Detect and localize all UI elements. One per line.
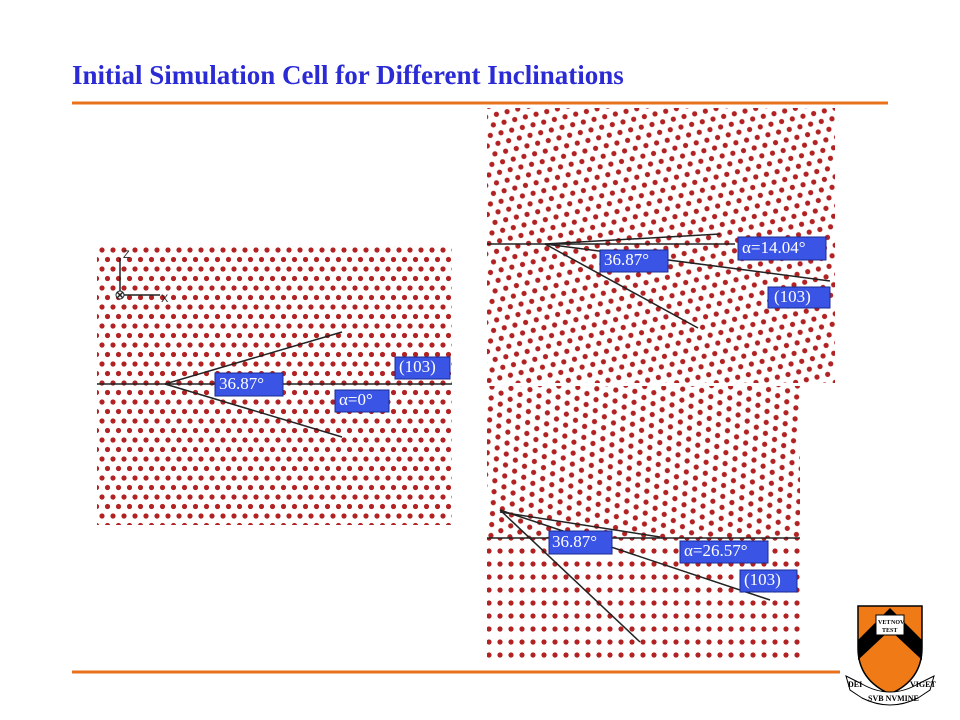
- slide-title: Initial Simulation Cell for Different In…: [72, 60, 624, 90]
- motto: SVB NVMINE: [868, 694, 919, 703]
- alpha-label: α=0°: [339, 390, 373, 409]
- motto: DEI: [848, 680, 862, 689]
- logo-text: VET: [878, 620, 890, 626]
- angle-label: 36.87°: [604, 250, 649, 269]
- axis-label: X: [161, 293, 169, 305]
- angle-label: 36.87°: [219, 374, 264, 393]
- logo-text: TEST: [882, 628, 897, 634]
- logo-text: NOV: [891, 620, 905, 626]
- axis-label: Z: [123, 249, 130, 261]
- panel: 36.87° α=26.57° (103): [487, 386, 800, 665]
- panel: 36.87° α=14.04° (103): [487, 108, 835, 383]
- panel: Z X 36.87° α=0° (103): [97, 245, 452, 525]
- angle-label: 36.87°: [552, 532, 597, 551]
- plane-label: (103): [744, 570, 781, 589]
- alpha-label: α=14.04°: [742, 238, 806, 257]
- motto: VIGET: [910, 680, 936, 689]
- alpha-label: α=26.57°: [684, 541, 748, 560]
- plane-label: (103): [399, 357, 436, 376]
- logo: VET NOV TEST DEI SVB NVMINE VIGET: [845, 605, 936, 706]
- plane-label: (103): [774, 287, 811, 306]
